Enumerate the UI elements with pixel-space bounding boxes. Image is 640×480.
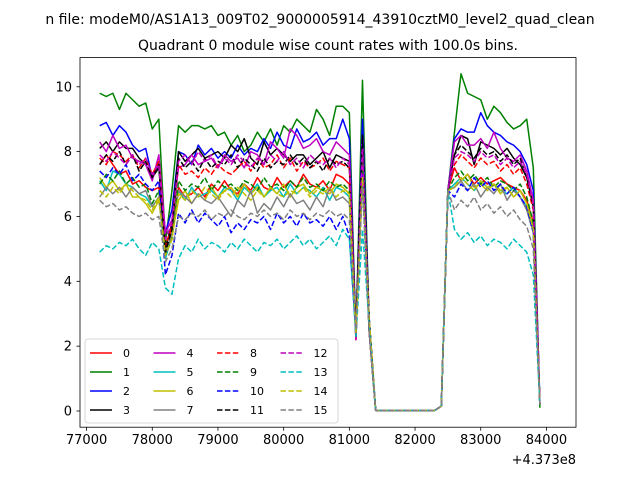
legend-label-10: 10 [250,385,264,398]
legend-label-5: 5 [187,366,194,379]
y-axis: 0 2 4 6 8 10 [55,80,80,419]
x-tick-label: 78000 [132,433,173,448]
series-line-10 [99,163,541,412]
legend-label-1: 1 [123,366,130,379]
series-line-15 [99,186,541,412]
legend-label-4: 4 [187,347,194,360]
legend-label-12: 12 [314,347,328,360]
y-tick-label: 8 [64,145,72,160]
figure-suptitle: n file: modeM0/AS1A13_009T02_9000005914_… [45,12,594,28]
x-tick-label: 77000 [66,433,107,448]
x-tick-label: 79000 [197,433,238,448]
legend-label-15: 15 [314,404,328,417]
legend-label-3: 3 [123,404,130,417]
series-line-12 [99,147,541,412]
series-layer [99,73,541,412]
series-line-2 [99,111,541,412]
y-tick-label: 0 [64,404,72,419]
legend-label-8: 8 [250,347,257,360]
y-tick-label: 2 [64,340,72,355]
x-tick-label: 81000 [329,433,370,448]
legend-label-2: 2 [123,385,130,398]
x-tick-label: 82000 [394,433,435,448]
legend-box [84,338,339,424]
series-line-14 [99,176,541,412]
x-tick-label: 84000 [526,433,567,448]
legend-label-6: 6 [187,385,194,398]
x-tick-label: 83000 [460,433,501,448]
legend-label-7: 7 [187,404,194,417]
y-tick-label: 4 [64,275,72,290]
y-tick-label: 6 [64,210,72,225]
legend-label-9: 9 [250,366,257,379]
axes-frame [79,57,577,428]
x-axis: 77000 78000 79000 80000 81000 82000 83000 84000 [66,427,567,448]
series-line-1 [99,73,541,412]
series-line-9 [99,160,541,412]
x-tick-label: 80000 [263,433,304,448]
chart-title: Quadrant 0 module wise count rates with … [138,38,518,54]
x-offset-label: +4.373e8 [512,453,576,468]
legend-label-14: 14 [314,385,328,398]
legend-label-0: 0 [123,347,130,360]
y-tick-label: 10 [55,80,72,95]
legend-label-13: 13 [314,366,328,379]
series-line-11 [99,134,541,412]
legend-label-11: 11 [250,404,264,417]
series-line-13 [99,189,541,412]
